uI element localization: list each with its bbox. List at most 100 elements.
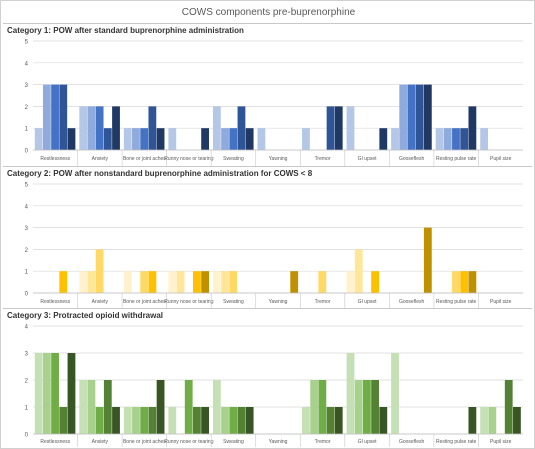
y-tick-label: 0 <box>25 433 29 439</box>
bar <box>346 271 355 293</box>
x-tick-label: Tremor <box>315 156 331 162</box>
bar <box>407 84 416 150</box>
bar <box>51 353 59 434</box>
bar <box>132 407 140 434</box>
bar <box>87 271 96 293</box>
bar <box>112 407 120 434</box>
x-tick-label: Bone or joint aches <box>123 299 166 305</box>
x-tick-label: GI upset <box>358 156 378 162</box>
bar <box>513 407 521 434</box>
bar <box>237 407 246 434</box>
bar <box>34 128 43 150</box>
bar <box>391 353 399 434</box>
bar <box>148 106 157 150</box>
bar <box>95 249 104 293</box>
y-tick-label: 1 <box>25 127 29 133</box>
y-tick-label: 4 <box>25 204 29 210</box>
y-tick-label: 3 <box>25 226 29 232</box>
bar <box>326 106 335 150</box>
bar <box>346 353 355 434</box>
bar <box>148 271 157 293</box>
x-tick-label: Anxiety <box>92 299 109 305</box>
bar <box>302 407 310 434</box>
bar <box>290 271 299 293</box>
y-tick-label: 5 <box>25 183 29 189</box>
y-tick-label: 0 <box>25 292 29 298</box>
bar <box>302 128 310 150</box>
bar <box>156 128 165 150</box>
bar <box>318 380 327 434</box>
x-tick-label: Yawning <box>269 299 288 305</box>
bar <box>140 128 149 150</box>
bar <box>193 271 201 293</box>
bar-chart-category-2: 0 1 2 3 4 5 Restlessness Anxiety Bone or joint a… <box>25 183 523 309</box>
bar <box>245 128 254 150</box>
y-tick-label: 3 <box>25 352 29 358</box>
bar <box>103 128 112 150</box>
bar <box>399 84 408 150</box>
bar <box>371 271 379 293</box>
panel-title: Category 3: Protracted opioid withdrawal <box>7 311 164 320</box>
x-tick-label: Resting pulse rate <box>436 439 477 445</box>
y-tick-label: 2 <box>25 379 29 385</box>
bar <box>371 380 379 434</box>
bar <box>229 407 238 434</box>
y-tick-label: 2 <box>25 248 29 254</box>
bar <box>123 407 132 434</box>
bar <box>79 106 88 150</box>
bar <box>504 380 513 434</box>
bar <box>460 271 469 293</box>
x-tick-label: Anxiety <box>92 439 109 445</box>
bar <box>42 353 51 434</box>
bar <box>123 128 132 150</box>
bar <box>168 407 177 434</box>
bar <box>79 380 88 434</box>
bar-chart-category-3: 0 1 2 3 4 Restlessness Anxiety Bone or joint ac… <box>25 325 523 447</box>
x-tick-label: Restlessness <box>40 439 70 445</box>
bar <box>221 407 229 434</box>
bar <box>245 407 254 434</box>
bar <box>480 128 489 150</box>
bar <box>480 407 489 434</box>
bar <box>59 407 68 434</box>
x-tick-label: Sweating <box>223 156 244 162</box>
x-tick-label: Gooseflesh <box>399 299 425 305</box>
bar <box>229 271 238 293</box>
bar <box>212 271 221 293</box>
x-tick-label: Sweating <box>223 299 244 305</box>
bar <box>221 271 229 293</box>
x-tick-label: Gooseflesh <box>399 439 425 445</box>
x-tick-label: Tremor <box>315 439 331 445</box>
bar <box>443 128 452 150</box>
bar <box>346 106 355 150</box>
bar <box>140 271 149 293</box>
bar <box>435 128 444 150</box>
bar-chart-category-1: 0 1 2 3 4 5 Restlessness Anxiety Bone or joint a… <box>25 40 523 166</box>
bar <box>201 407 210 434</box>
x-tick-label: Anxiety <box>92 156 109 162</box>
bar <box>103 380 112 434</box>
bar <box>310 380 319 434</box>
y-tick-label: 3 <box>25 83 29 89</box>
panel-title: Category 1: POW after standard buprenorp… <box>7 26 244 35</box>
bar <box>168 128 177 150</box>
bar <box>452 271 460 293</box>
bar <box>79 271 88 293</box>
x-tick-label: Pupil size <box>490 299 512 305</box>
bar <box>212 380 221 434</box>
panel-title: Category 2: POW after nonstandard bupren… <box>7 169 313 178</box>
x-tick-label: Resting pulse rate <box>436 299 477 305</box>
bar <box>168 271 177 293</box>
bar <box>42 84 51 150</box>
bar <box>318 271 327 293</box>
x-tick-label: Pupil size <box>490 156 512 162</box>
bar <box>257 128 266 150</box>
bar <box>391 128 399 150</box>
bar <box>354 249 363 293</box>
bar <box>87 380 96 434</box>
bar <box>201 271 210 293</box>
figure-title: COWS components pre-buprenorphine <box>181 7 356 18</box>
y-tick-label: 2 <box>25 105 29 111</box>
bar <box>95 106 104 150</box>
